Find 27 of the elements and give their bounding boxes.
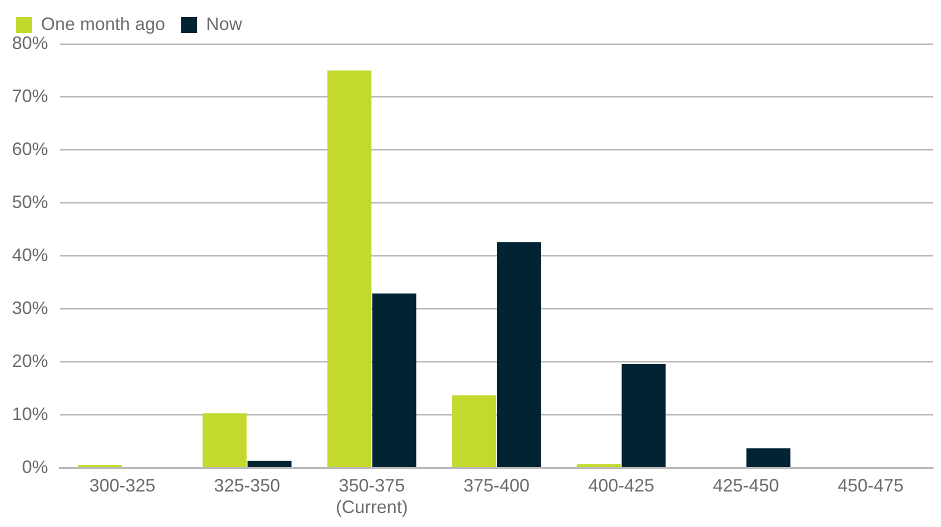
y-tick-label: 70% (12, 86, 48, 106)
y-tick-label: 10% (12, 404, 48, 424)
bar (576, 464, 621, 468)
y-tick-label: 20% (12, 350, 48, 371)
bar (327, 70, 372, 468)
y-tick-label: 60% (12, 138, 48, 159)
y-tick-label: 80% (12, 32, 48, 53)
x-tick-label: 425-450 (712, 476, 779, 496)
y-tick-label: 30% (12, 298, 48, 318)
bar (372, 294, 416, 468)
bar (452, 395, 496, 468)
bar (248, 460, 292, 468)
x-tick-label: 300-325 (89, 476, 156, 496)
x-tick-label: 325-350 (214, 476, 280, 496)
bar (202, 413, 247, 468)
legend-label: Now (206, 14, 244, 34)
x-tick-label: 375-400 (463, 476, 530, 496)
y-tick-label: 40% (12, 244, 48, 265)
legend-label: One month ago (41, 14, 166, 34)
bar (496, 242, 541, 468)
bar (746, 448, 790, 468)
x-tick-label: 350-375 (Current) (336, 476, 408, 518)
x-tick-label: 450-475 (838, 476, 904, 496)
y-tick-label: 50% (12, 192, 48, 212)
x-tick-label: 400-425 (588, 476, 654, 496)
y-tick-label: 0% (22, 456, 48, 477)
bar (622, 364, 666, 468)
